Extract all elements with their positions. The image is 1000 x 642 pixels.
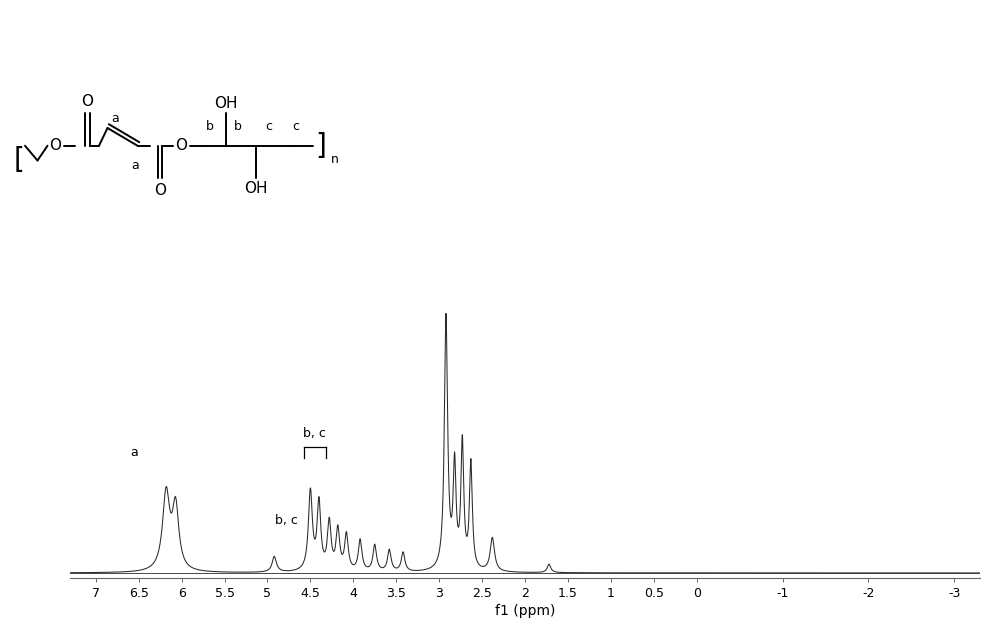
Text: O: O bbox=[154, 182, 166, 198]
Text: c: c bbox=[266, 120, 272, 133]
Text: [: [ bbox=[14, 146, 24, 175]
Text: c: c bbox=[292, 120, 300, 133]
Text: b: b bbox=[234, 120, 241, 133]
Text: OH: OH bbox=[244, 181, 268, 196]
Text: a: a bbox=[131, 446, 138, 460]
Text: O: O bbox=[175, 138, 187, 153]
Text: O: O bbox=[49, 138, 61, 153]
Text: b, c: b, c bbox=[275, 514, 298, 527]
Text: OH: OH bbox=[214, 96, 238, 110]
Text: b: b bbox=[206, 120, 214, 133]
Text: a: a bbox=[111, 112, 119, 125]
Text: n: n bbox=[331, 153, 339, 166]
Text: ]: ] bbox=[316, 132, 326, 160]
Text: O: O bbox=[82, 94, 94, 109]
Text: a: a bbox=[131, 159, 139, 171]
Text: b, c: b, c bbox=[303, 427, 326, 440]
X-axis label: f1 (ppm): f1 (ppm) bbox=[495, 604, 555, 618]
